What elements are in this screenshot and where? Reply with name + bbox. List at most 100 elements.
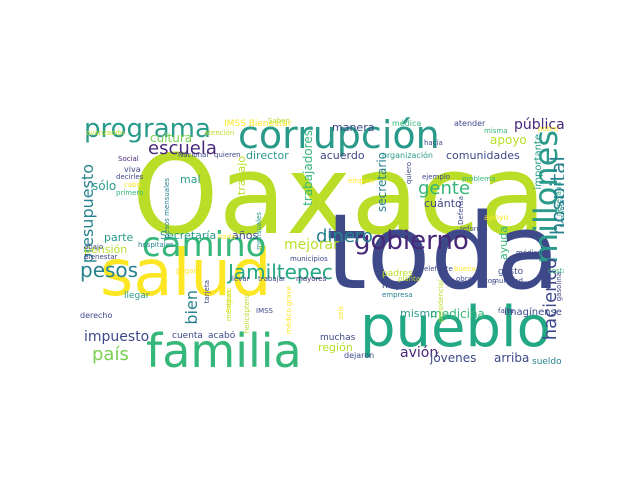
cloud-word: director [246, 149, 289, 162]
cloud-word: importante [533, 134, 544, 190]
cloud-word: costa [548, 267, 564, 275]
cloud-word: impuesto [84, 329, 150, 345]
cloud-word: derecho [80, 311, 113, 320]
cloud-word: familia [146, 324, 302, 368]
cloud-word: arriba [494, 351, 530, 365]
cloud-word: comunidades [446, 149, 520, 162]
cloud-word: apoyo [490, 133, 527, 147]
cloud-word: tarjeta [203, 280, 211, 304]
cloud-word: programa [84, 114, 211, 144]
cloud-word: médica [392, 119, 422, 128]
cloud-word: médico grave [285, 286, 293, 334]
cloud-word: IMSS [256, 307, 273, 315]
cloud-word: escuela [148, 138, 217, 159]
cloud-word: toda [326, 191, 561, 313]
cloud-word: Oaxaca [132, 131, 547, 259]
cloud-word: obras [456, 275, 476, 283]
cloud-word: Defensa [457, 196, 465, 225]
cloud-word: país [92, 344, 129, 365]
cloud-word: llevar [230, 275, 250, 283]
cloud-word: mal [180, 173, 201, 186]
cloud-word: Social [118, 155, 139, 163]
cloud-word: municipios [290, 255, 328, 263]
cloud-word: quieren [214, 151, 241, 159]
cloud-word: cuenta [172, 331, 203, 341]
cloud-word: misma [484, 127, 508, 135]
cloud-word: falta [498, 307, 514, 315]
cloud-word: mejorar [284, 237, 339, 253]
cloud-word: decirles [116, 173, 144, 181]
cloud-word: gente [418, 178, 471, 199]
cloud-word: nada [218, 233, 236, 241]
cloud-word: necesaria [555, 182, 563, 216]
cloud-word: acabó [208, 331, 236, 341]
cloud-word: helicóptero [243, 294, 251, 334]
cloud-word: pobre [538, 125, 559, 133]
cloud-word: atención [204, 129, 235, 137]
cloud-word: organización [382, 151, 434, 160]
cloud-word: planta [398, 275, 421, 283]
cloud-word: ir [492, 279, 497, 287]
cloud-word: Secretaría [160, 229, 217, 242]
cloud-word: años [232, 229, 259, 242]
cloud-word: dejaron [344, 351, 375, 360]
cloud-word: Saben [268, 117, 290, 125]
cloud-word: pueblo [360, 295, 551, 360]
cloud-word: Nacional [178, 151, 209, 159]
cloud-word: seis [337, 306, 345, 320]
cloud-word: presidencial [437, 280, 445, 323]
cloud-word: gasolina [555, 272, 563, 302]
cloud-word: pagar [176, 267, 197, 275]
cloud-word: región [318, 341, 353, 354]
cloud-word: buena [454, 265, 476, 273]
cloud-word: trabajar [258, 275, 286, 283]
cloud-word: reforma [460, 225, 488, 233]
cloud-word: ayuda [497, 226, 510, 260]
cloud-word: Jamiltepec [228, 260, 333, 284]
cloud-word: hacía [424, 139, 443, 147]
cloud-word: camino [142, 225, 267, 265]
cloud-word: elefante [424, 265, 453, 273]
cloud-word: manera [332, 121, 375, 134]
cloud-word: IMSS Bienestar [224, 119, 292, 129]
cloud-word: trabajo [235, 156, 248, 196]
cloud-word: avión [400, 345, 439, 361]
cloud-word: gobierno [354, 226, 469, 256]
cloud-word: acuerdo [320, 149, 365, 162]
cloud-word: empresa [382, 291, 413, 299]
cloud-word: secretario [375, 152, 389, 212]
cloud-word: bien [182, 290, 201, 325]
cloud-word: parte [104, 231, 134, 244]
word-cloud: Oaxaca toda salud pueblo corrupción familia ca… [80, 112, 564, 368]
cloud-word: corrupción [238, 113, 440, 157]
cloud-word: Bienestar [84, 253, 118, 261]
cloud-word: pública [514, 117, 564, 133]
cloud-word: apoyo [484, 213, 509, 222]
cloud-word: gusto [498, 267, 524, 277]
cloud-word: jóvenes [430, 351, 477, 365]
cloud-word: abajo [84, 243, 104, 251]
cloud-word: medicina [430, 307, 485, 321]
cloud-word: mentiras [225, 290, 233, 322]
cloud-word: mismo [400, 307, 437, 320]
cloud-word: pesos [80, 258, 139, 282]
cloud-word: empleo [348, 177, 375, 185]
cloud-word: primero [116, 189, 144, 197]
cloud-word: imagínense [504, 307, 562, 318]
cloud-word: trabajadores [301, 130, 315, 206]
cloud-word: salud [100, 237, 272, 311]
cloud-word: pesos mensuales [163, 178, 171, 239]
cloud-word: viva [124, 165, 141, 174]
cloud-word: dinero [316, 226, 373, 247]
cloud-word: mejor [382, 281, 409, 291]
cloud-word: mensuales [255, 212, 263, 250]
cloud-word: cultura [150, 131, 193, 145]
cloud-word: sólo [92, 179, 117, 193]
cloud-word: atender [454, 119, 486, 128]
cloud-word: cuánto [424, 197, 462, 210]
cloud-word: llegar [124, 291, 150, 301]
cloud-word: pensión [84, 243, 128, 256]
cloud-word: comunidad [484, 277, 523, 285]
cloud-word: mayores [296, 275, 327, 283]
cloud-word: muchas [320, 333, 356, 343]
